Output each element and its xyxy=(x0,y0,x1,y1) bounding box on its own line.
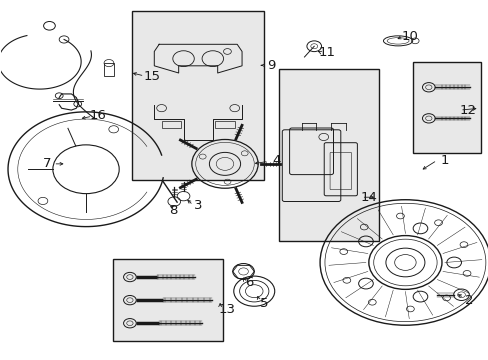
Text: 4: 4 xyxy=(271,154,280,167)
Text: 11: 11 xyxy=(318,46,335,59)
Bar xyxy=(215,121,234,128)
Text: 16: 16 xyxy=(90,109,106,122)
Bar xyxy=(412,62,480,153)
Text: 15: 15 xyxy=(143,69,160,82)
Bar xyxy=(104,63,114,76)
Text: 1: 1 xyxy=(439,154,448,167)
Text: 9: 9 xyxy=(266,59,275,72)
Text: 12: 12 xyxy=(458,104,475,117)
Bar xyxy=(161,121,181,128)
Bar xyxy=(113,259,222,341)
Text: 2: 2 xyxy=(464,294,472,307)
Bar xyxy=(132,12,264,180)
Text: 10: 10 xyxy=(401,30,418,43)
Text: 8: 8 xyxy=(169,204,178,217)
Text: 5: 5 xyxy=(259,297,268,310)
Text: 13: 13 xyxy=(219,303,235,316)
Text: 7: 7 xyxy=(42,157,51,170)
Text: 6: 6 xyxy=(244,276,253,289)
Text: 3: 3 xyxy=(194,199,202,212)
Bar xyxy=(278,69,378,241)
Text: 14: 14 xyxy=(360,192,377,204)
